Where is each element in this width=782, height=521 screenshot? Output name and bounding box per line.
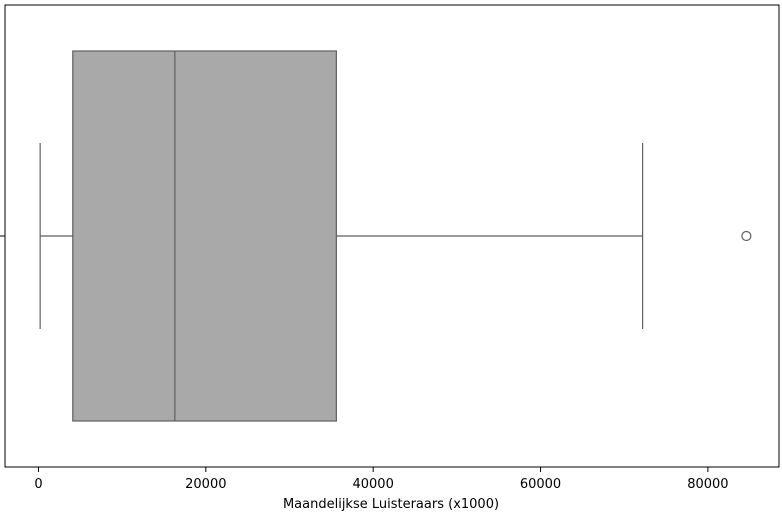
outlier-point [741, 230, 752, 242]
x-tick-label: 20000 [185, 477, 226, 492]
x-tick-label: 40000 [352, 477, 393, 492]
iqr-box [72, 50, 337, 422]
x-tick-label: 60000 [520, 477, 561, 492]
x-tick-label: 80000 [687, 477, 728, 492]
x-axis: 0 20000 40000 60000 80000 [0, 235, 729, 492]
box-layer [39, 50, 752, 422]
x-axis-label: Maandelijkse Luisteraars (x1000) [283, 497, 499, 512]
x-tick-label: 0 [34, 477, 42, 492]
